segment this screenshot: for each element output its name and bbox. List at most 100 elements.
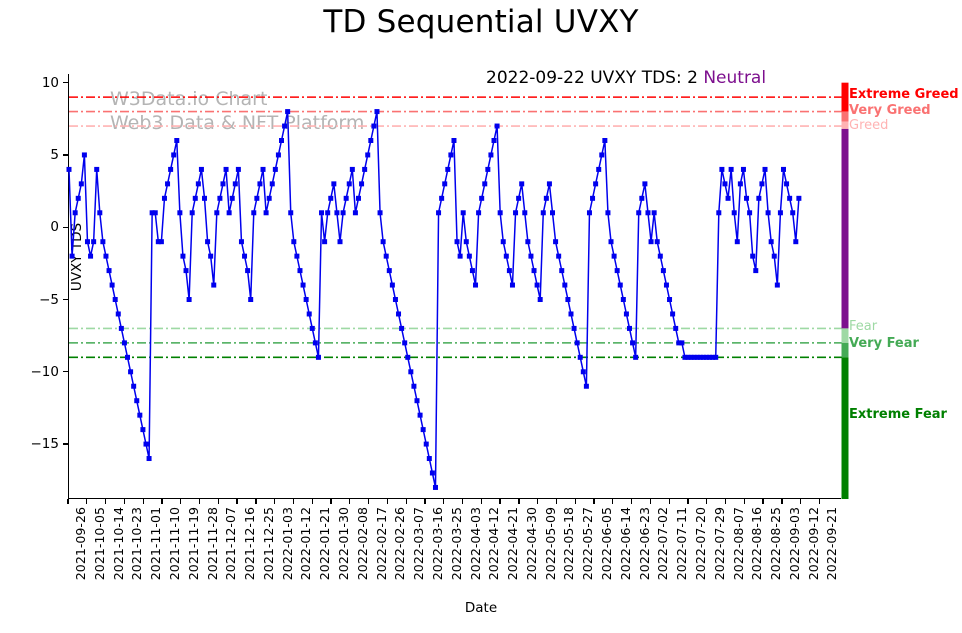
data-point-marker	[78, 181, 84, 187]
data-point-marker	[420, 427, 426, 433]
data-point-marker	[423, 441, 429, 447]
data-point-marker	[306, 311, 312, 317]
chart-canvas	[66, 82, 849, 499]
data-point-marker	[186, 297, 192, 303]
data-point-marker	[747, 210, 753, 216]
data-point-marker	[651, 210, 657, 216]
x-tick-label: 2022-08-25	[768, 507, 784, 581]
x-tick-mark	[537, 499, 539, 504]
data-point-marker	[439, 195, 445, 201]
data-point-marker	[198, 166, 204, 172]
x-tick-label: 2022-06-05	[599, 507, 614, 581]
x-tick-label: 2022-07-02	[655, 507, 671, 581]
x-tick-label: 2022-02-26	[392, 507, 408, 581]
x-tick-mark	[574, 499, 576, 504]
y-tick-label: 5	[50, 146, 59, 163]
x-tick-mark	[424, 499, 426, 504]
data-point-marker	[682, 354, 688, 360]
x-tick-mark	[687, 499, 689, 504]
x-tick-mark	[86, 499, 88, 504]
data-point-marker	[796, 195, 802, 201]
x-tick-label: 2022-05-09	[542, 507, 558, 581]
x-tick-mark	[762, 499, 764, 504]
data-point-marker	[328, 195, 334, 201]
x-tick-label: 2022-03-07	[411, 507, 427, 581]
data-point-marker	[303, 297, 309, 303]
data-point-marker	[460, 210, 466, 216]
data-point-marker	[586, 210, 592, 216]
x-tick-label: 2021-12-07	[223, 507, 239, 581]
data-point-marker	[72, 210, 78, 216]
sentiment-bar-neutral	[841, 128, 849, 329]
x-tick-label: 2022-09-21	[824, 507, 840, 581]
data-point-marker	[414, 398, 420, 404]
data-point-marker	[112, 297, 118, 303]
x-tick-label: 2022-07-29	[711, 507, 727, 581]
data-point-marker	[183, 268, 189, 274]
data-point-marker	[725, 195, 731, 201]
x-tick-label: 2021-10-05	[91, 507, 107, 581]
data-point-marker	[639, 195, 645, 201]
data-point-marker	[457, 253, 463, 259]
annotation-sentiment: Neutral	[703, 68, 767, 88]
data-point-marker	[226, 210, 232, 216]
sentiment-bar-fear	[841, 328, 849, 343]
x-tick-label: 2022-04-03	[467, 507, 483, 581]
data-point-marker	[636, 210, 642, 216]
data-point-marker	[703, 354, 709, 360]
data-point-marker	[257, 181, 263, 187]
plot-area: UVXY TDS	[66, 74, 849, 499]
data-point-marker	[91, 239, 97, 245]
data-point-marker	[399, 325, 405, 331]
data-point-marker	[559, 268, 565, 274]
data-point-marker	[66, 166, 72, 172]
data-point-marker	[500, 239, 506, 245]
x-tick-label: 2022-03-16	[429, 507, 445, 581]
data-point-marker	[408, 369, 414, 375]
data-point-marker	[765, 210, 771, 216]
y-tick-mark	[63, 298, 68, 301]
data-point-marker	[260, 166, 266, 172]
x-tick-mark	[480, 499, 482, 504]
x-tick-label: 2022-01-21	[317, 507, 333, 581]
data-point-marker	[217, 195, 223, 201]
data-point-marker	[522, 210, 528, 216]
data-point-marker	[322, 239, 328, 245]
data-point-marker	[202, 195, 208, 201]
data-point-marker	[710, 354, 716, 360]
current-value-annotation: 2022-09-22 UVXY TDS: 2 Neutral	[486, 68, 766, 88]
data-point-marker	[288, 210, 294, 216]
x-tick-label: 2021-10-14	[110, 507, 126, 581]
x-tick-mark	[367, 499, 370, 504]
data-point-marker	[679, 340, 685, 346]
data-point-marker	[562, 282, 568, 288]
data-point-marker	[103, 253, 109, 259]
data-point-marker	[605, 210, 611, 216]
data-point-marker	[374, 109, 380, 115]
data-point-marker	[152, 210, 158, 216]
data-point-marker	[343, 195, 349, 201]
sentiment-bar-extreme-fear	[841, 357, 849, 499]
x-tick-label: 2022-09-12	[805, 507, 821, 581]
data-point-marker	[232, 181, 238, 187]
x-tick-mark	[405, 499, 407, 504]
data-point-marker	[426, 456, 432, 462]
x-tick-label: 2021-11-01	[148, 507, 164, 581]
data-point-marker	[614, 268, 620, 274]
data-point-marker	[279, 138, 284, 143]
x-tick-mark	[255, 499, 257, 504]
x-tick-mark	[104, 499, 107, 504]
data-point-marker	[784, 181, 790, 187]
data-point-marker	[100, 239, 106, 245]
data-point-marker	[208, 253, 214, 259]
data-point-marker	[506, 268, 512, 274]
data-point-marker	[454, 239, 460, 245]
data-point-marker	[365, 152, 371, 158]
x-tick-mark	[349, 499, 351, 504]
data-point-marker	[211, 282, 217, 288]
x-tick-mark	[461, 499, 464, 504]
data-point-marker	[315, 354, 321, 360]
x-tick-mark	[649, 499, 652, 504]
annotation-text: 2022-09-22 UVXY TDS: 2	[486, 68, 698, 88]
y-tick-label: 10	[41, 74, 59, 91]
